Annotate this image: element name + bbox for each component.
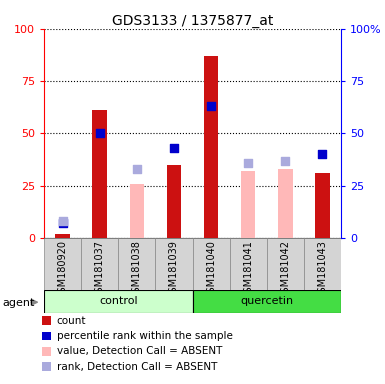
Title: GDS3133 / 1375877_at: GDS3133 / 1375877_at bbox=[112, 14, 273, 28]
Text: GSM181039: GSM181039 bbox=[169, 240, 179, 298]
Point bbox=[208, 103, 214, 109]
Text: GSM181041: GSM181041 bbox=[243, 240, 253, 298]
Text: agent: agent bbox=[2, 298, 34, 308]
Text: count: count bbox=[57, 316, 86, 326]
Text: percentile rank within the sample: percentile rank within the sample bbox=[57, 331, 233, 341]
Bar bbox=[267, 238, 304, 290]
Bar bbox=[241, 171, 256, 238]
Bar bbox=[119, 238, 156, 290]
Bar bbox=[167, 165, 181, 238]
Text: GSM181040: GSM181040 bbox=[206, 240, 216, 298]
Bar bbox=[229, 238, 266, 290]
Bar bbox=[44, 238, 81, 290]
Text: quercetin: quercetin bbox=[240, 296, 293, 306]
Text: GSM181043: GSM181043 bbox=[317, 240, 327, 298]
Point bbox=[60, 220, 66, 227]
Bar bbox=[44, 290, 192, 313]
Point bbox=[319, 151, 325, 157]
Text: value, Detection Call = ABSENT: value, Detection Call = ABSENT bbox=[57, 346, 222, 356]
Bar bbox=[81, 238, 119, 290]
Bar bbox=[129, 184, 144, 238]
Bar bbox=[192, 238, 229, 290]
Text: GSM181038: GSM181038 bbox=[132, 240, 142, 298]
Point bbox=[134, 166, 140, 172]
Bar bbox=[55, 234, 70, 238]
Bar bbox=[304, 238, 341, 290]
Text: GSM181037: GSM181037 bbox=[95, 240, 105, 299]
Bar bbox=[315, 173, 330, 238]
Bar bbox=[156, 238, 192, 290]
Bar bbox=[192, 290, 341, 313]
Point bbox=[245, 160, 251, 166]
Text: GSM181042: GSM181042 bbox=[280, 240, 290, 299]
Bar bbox=[278, 169, 293, 238]
Point bbox=[171, 145, 177, 151]
Point bbox=[282, 157, 288, 164]
Point bbox=[97, 130, 103, 136]
Text: control: control bbox=[99, 296, 138, 306]
Bar bbox=[204, 56, 218, 238]
Bar bbox=[92, 111, 107, 238]
Point bbox=[60, 218, 66, 224]
Text: GSM180920: GSM180920 bbox=[58, 240, 68, 299]
Text: rank, Detection Call = ABSENT: rank, Detection Call = ABSENT bbox=[57, 362, 217, 372]
